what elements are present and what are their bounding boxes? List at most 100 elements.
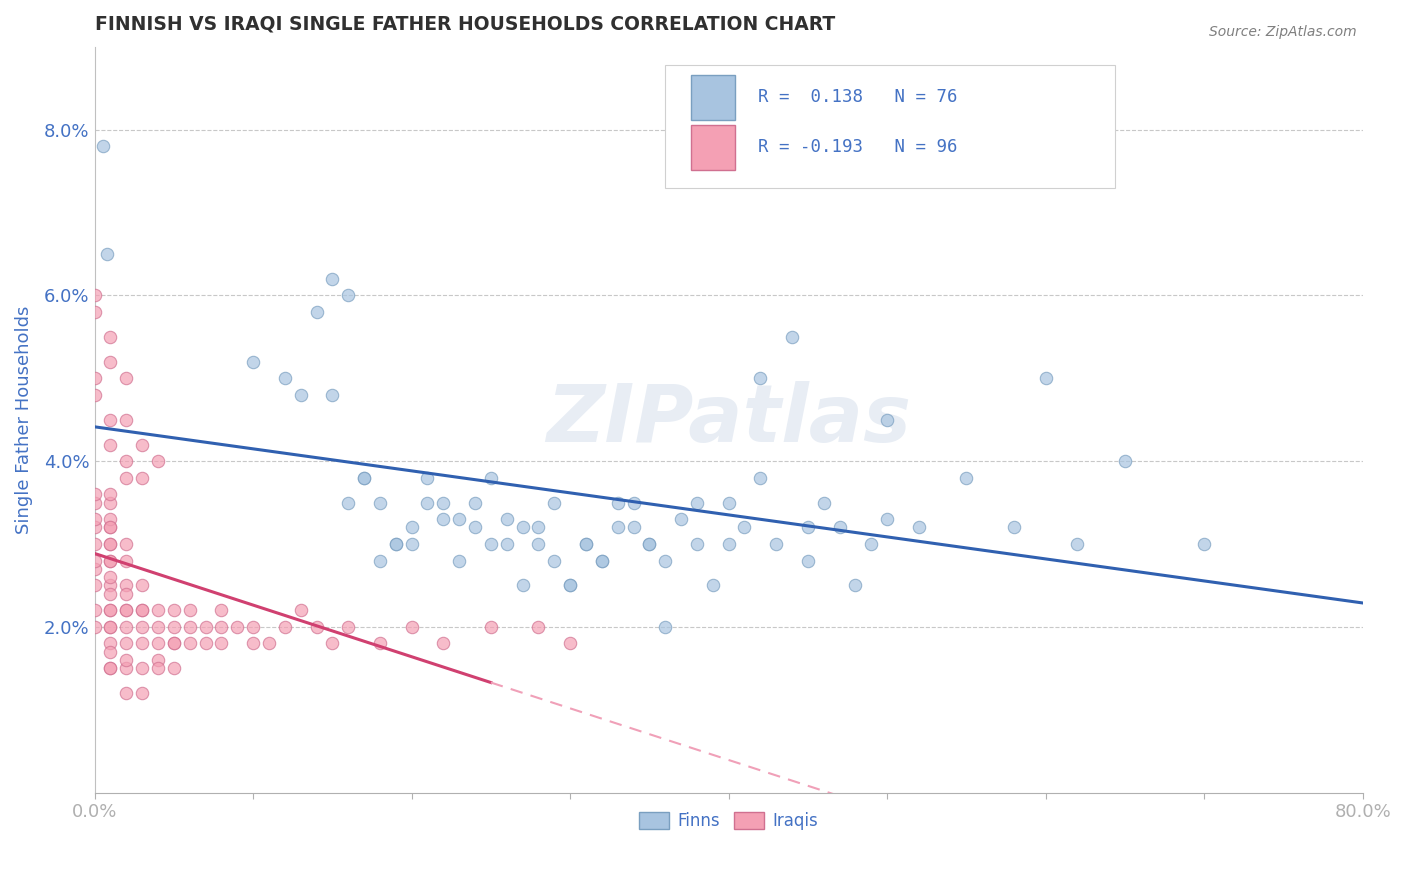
- Point: [83, 305, 105, 319]
- Point: [242, 636, 264, 650]
- Point: [100, 487, 122, 501]
- Point: [100, 537, 122, 551]
- Point: [91, 139, 114, 153]
- Point: [860, 537, 883, 551]
- Point: [100, 636, 122, 650]
- Point: [384, 537, 406, 551]
- FancyBboxPatch shape: [665, 65, 1115, 188]
- Point: [131, 437, 153, 451]
- Point: [115, 553, 138, 567]
- Point: [83, 603, 105, 617]
- Point: [226, 620, 249, 634]
- Point: [115, 636, 138, 650]
- Point: [290, 603, 312, 617]
- Point: [558, 636, 581, 650]
- Point: [876, 512, 898, 526]
- Point: [432, 495, 454, 509]
- Point: [495, 512, 517, 526]
- Point: [368, 553, 391, 567]
- Point: [813, 495, 835, 509]
- Point: [432, 636, 454, 650]
- Point: [1035, 371, 1057, 385]
- Point: [717, 495, 740, 509]
- Point: [558, 578, 581, 592]
- Point: [179, 620, 201, 634]
- Point: [907, 520, 929, 534]
- Point: [83, 512, 105, 526]
- Point: [100, 512, 122, 526]
- Point: [512, 520, 534, 534]
- Point: [828, 520, 851, 534]
- Point: [83, 562, 105, 576]
- Point: [100, 553, 122, 567]
- Point: [163, 636, 186, 650]
- Point: [131, 620, 153, 634]
- Point: [83, 388, 105, 402]
- Point: [100, 520, 122, 534]
- Point: [100, 570, 122, 584]
- Point: [876, 412, 898, 426]
- Point: [100, 603, 122, 617]
- Point: [100, 520, 122, 534]
- Point: [623, 495, 645, 509]
- Point: [131, 578, 153, 592]
- Point: [115, 620, 138, 634]
- Point: [115, 578, 138, 592]
- Point: [100, 437, 122, 451]
- Point: [83, 371, 105, 385]
- Point: [384, 537, 406, 551]
- Point: [274, 620, 297, 634]
- Point: [163, 661, 186, 675]
- Point: [83, 520, 105, 534]
- Point: [100, 354, 122, 368]
- Point: [163, 603, 186, 617]
- Point: [131, 471, 153, 485]
- Point: [83, 288, 105, 302]
- Point: [146, 653, 169, 667]
- Point: [749, 471, 772, 485]
- Point: [100, 620, 122, 634]
- Point: [321, 636, 343, 650]
- Point: [100, 661, 122, 675]
- Point: [686, 495, 709, 509]
- Point: [209, 636, 232, 650]
- Point: [257, 636, 280, 650]
- Point: [83, 578, 105, 592]
- Point: [131, 686, 153, 700]
- Point: [100, 587, 122, 601]
- Text: ZIPatlas: ZIPatlas: [546, 381, 911, 458]
- Point: [558, 578, 581, 592]
- Point: [575, 537, 598, 551]
- Text: R = -0.193   N = 96: R = -0.193 N = 96: [758, 138, 957, 156]
- Point: [416, 471, 439, 485]
- Point: [115, 454, 138, 468]
- Point: [179, 603, 201, 617]
- Point: [749, 371, 772, 385]
- Point: [115, 371, 138, 385]
- Point: [194, 620, 217, 634]
- Point: [606, 520, 628, 534]
- Point: [353, 471, 375, 485]
- Point: [100, 412, 122, 426]
- Point: [401, 520, 423, 534]
- Point: [115, 537, 138, 551]
- Point: [100, 578, 122, 592]
- Point: [654, 553, 676, 567]
- Point: [1192, 537, 1215, 551]
- Point: [702, 578, 724, 592]
- Point: [83, 620, 105, 634]
- Point: [100, 330, 122, 344]
- Point: [337, 620, 360, 634]
- Point: [163, 620, 186, 634]
- Point: [115, 603, 138, 617]
- Point: [209, 603, 232, 617]
- Point: [100, 553, 122, 567]
- Point: [100, 620, 122, 634]
- Point: [606, 495, 628, 509]
- Point: [416, 495, 439, 509]
- Point: [591, 553, 613, 567]
- Text: R =  0.138   N = 76: R = 0.138 N = 76: [758, 88, 957, 106]
- Point: [115, 587, 138, 601]
- Point: [401, 620, 423, 634]
- Point: [115, 412, 138, 426]
